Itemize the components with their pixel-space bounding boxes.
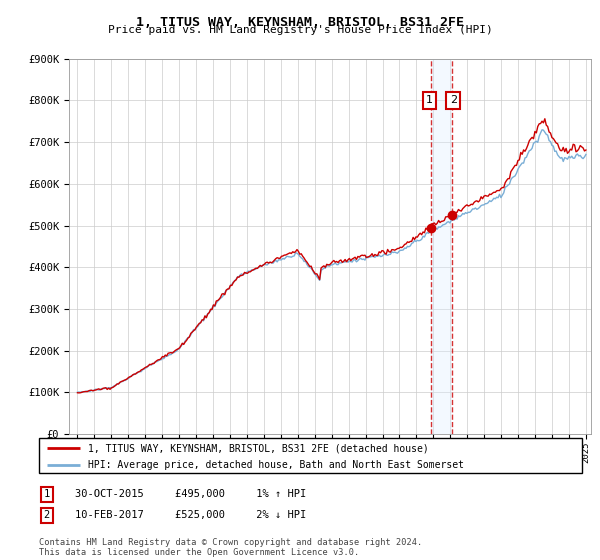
- Text: 1, TITUS WAY, KEYNSHAM, BRISTOL, BS31 2FE (detached house): 1, TITUS WAY, KEYNSHAM, BRISTOL, BS31 2F…: [88, 443, 428, 453]
- Text: 1, TITUS WAY, KEYNSHAM, BRISTOL, BS31 2FE: 1, TITUS WAY, KEYNSHAM, BRISTOL, BS31 2F…: [136, 16, 464, 29]
- Text: 1: 1: [426, 96, 433, 105]
- Text: 2: 2: [449, 96, 457, 105]
- Text: Contains HM Land Registry data © Crown copyright and database right 2024.
This d: Contains HM Land Registry data © Crown c…: [39, 538, 422, 557]
- Text: 30-OCT-2015     £495,000     1% ↑ HPI: 30-OCT-2015 £495,000 1% ↑ HPI: [75, 489, 306, 500]
- Text: Price paid vs. HM Land Registry's House Price Index (HPI): Price paid vs. HM Land Registry's House …: [107, 25, 493, 35]
- Text: 1: 1: [44, 489, 50, 500]
- Text: HPI: Average price, detached house, Bath and North East Somerset: HPI: Average price, detached house, Bath…: [88, 460, 464, 469]
- Text: 2: 2: [44, 510, 50, 520]
- Bar: [431, 59, 452, 434]
- Text: 10-FEB-2017     £525,000     2% ↓ HPI: 10-FEB-2017 £525,000 2% ↓ HPI: [75, 510, 306, 520]
